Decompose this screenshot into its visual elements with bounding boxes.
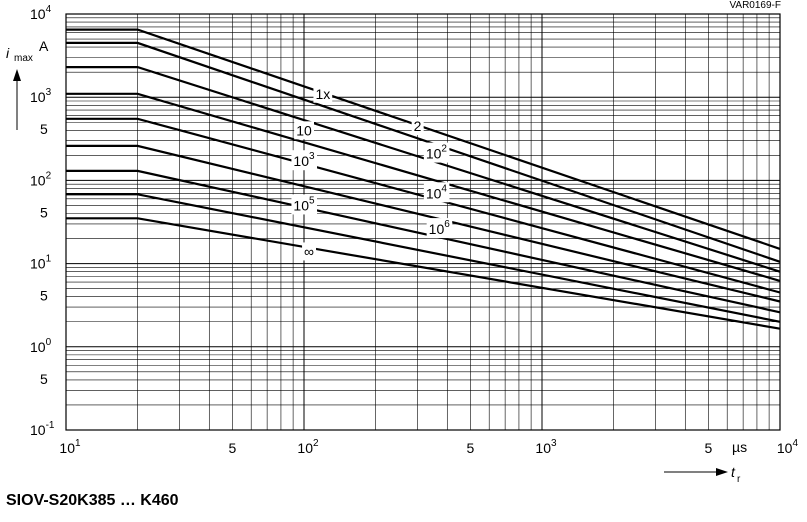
y-tick-label: 10-1	[30, 420, 55, 438]
curve-line	[66, 193, 781, 323]
y-axis-unit: A	[39, 38, 49, 54]
grid-lines	[66, 14, 780, 430]
curve-line	[66, 217, 781, 330]
x-tick-label: 102	[297, 438, 319, 456]
curve-line	[66, 41, 781, 263]
curve-label: ∞	[304, 243, 314, 259]
y-tick-label: 5	[40, 204, 48, 220]
curve-label-bg	[411, 117, 424, 136]
x-tick-label: 5	[228, 440, 236, 456]
y-axis-label: i max A	[6, 38, 49, 64]
y-tick-label: 5	[40, 371, 48, 387]
curve-label-bg	[423, 142, 450, 163]
x-tick-label: 5	[704, 440, 712, 456]
curve-line	[66, 92, 781, 282]
curve-label-bg	[313, 84, 333, 103]
curve-label: 103	[293, 151, 315, 169]
y-tick-label: 5	[40, 288, 48, 304]
y-axis-symbol: i	[6, 45, 10, 61]
curve-line	[66, 66, 781, 273]
x-axis-arrow	[664, 468, 728, 476]
curve-line	[66, 169, 781, 314]
x-axis-symbol: t	[731, 464, 736, 480]
y-tick-label: 5	[40, 121, 48, 137]
x-axis-subscript: r	[737, 474, 741, 485]
y-axis-arrow	[13, 69, 21, 130]
x-axis-unit: µs	[732, 439, 747, 455]
caption: SIOV-S20K385 … K460	[6, 492, 179, 509]
curve-label: 10	[296, 122, 312, 138]
y-tick-label: 101	[30, 254, 52, 272]
curve-label-bg	[291, 150, 318, 171]
x-axis-label: t r	[731, 464, 741, 485]
curve-label: 106	[429, 219, 451, 237]
curve-label: 102	[426, 144, 448, 162]
y-tick-label: 102	[30, 170, 52, 188]
curve-label: 105	[293, 195, 315, 213]
y-tick-label: 103	[30, 87, 52, 105]
curve-label: 2	[414, 118, 422, 134]
curve-line	[66, 117, 781, 294]
curve-label-bg	[302, 242, 317, 261]
x-tick-labels: 101 5 102 5 103 5 104	[59, 438, 798, 456]
curve-labels: 1x 2 10 102 103 104 105 106 ∞	[291, 84, 453, 261]
curve-line	[66, 144, 781, 303]
x-tick-label: 5	[466, 440, 474, 456]
surge-derating-chart: 1x 2 10 102 103 104 105 106 ∞ 101 5 102 5 103 5 104 10…	[6, 4, 798, 485]
y-tick-labels: 10-1 5 100 5 101 5 102 5 103 104	[30, 4, 55, 438]
x-tick-label: 103	[535, 438, 557, 456]
y-tick-label: 104	[30, 4, 52, 22]
drawing-code: VAR0169-F	[729, 0, 781, 11]
curves	[66, 28, 781, 330]
x-tick-label: 101	[59, 438, 81, 456]
curve-label: 1x	[315, 86, 330, 102]
curve-label: 104	[426, 183, 448, 201]
curve-line	[66, 28, 781, 250]
plot-frame	[65, 13, 781, 431]
y-axis-subscript: max	[14, 53, 33, 64]
curve-label-bg	[426, 218, 453, 239]
x-tick-label: 104	[777, 438, 799, 456]
curve-label-bg	[294, 121, 314, 140]
y-tick-label: 100	[30, 337, 52, 355]
curve-label-bg	[291, 194, 318, 215]
curve-label-bg	[423, 182, 450, 203]
